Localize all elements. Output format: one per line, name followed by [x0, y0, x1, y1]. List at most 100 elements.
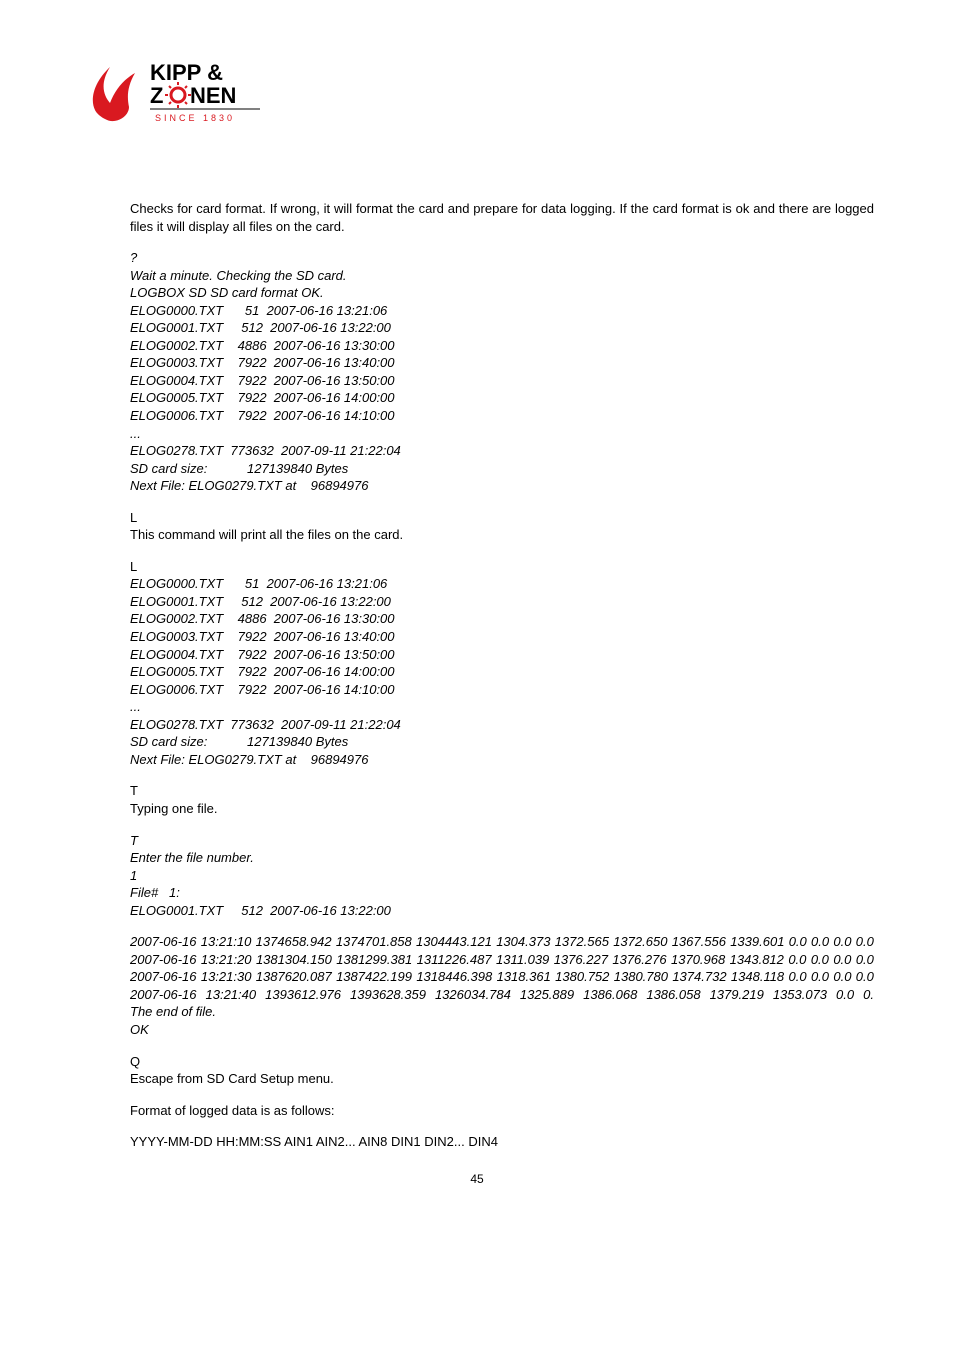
- command-q-desc: Escape from SD Card Setup menu.: [130, 1070, 874, 1088]
- data-token: 0.0: [833, 933, 851, 951]
- data-token: 1372.565: [555, 933, 609, 951]
- data-token: 0.0: [836, 986, 854, 1004]
- file-entry: ELOG0003.TXT 7922 2007-06-16 13:40:00: [130, 354, 874, 372]
- svg-text:SINCE 1830: SINCE 1830: [155, 113, 235, 123]
- data-token: 1367.556: [672, 933, 726, 951]
- svg-text:NEN: NEN: [190, 83, 236, 108]
- command-l-header: L: [130, 509, 874, 527]
- data-token: 1372.650: [613, 933, 667, 951]
- data-token: 2007-06-16: [130, 986, 197, 1004]
- file-entry: ELOG0001.TXT 512 2007-06-16 13:22:00: [130, 319, 874, 337]
- file-list-1: ELOG0000.TXT 51 2007-06-16 13:21:06ELOG0…: [130, 302, 874, 460]
- file-number-input: 1: [130, 867, 874, 885]
- command-l-desc: This command will print all the files on…: [130, 526, 874, 544]
- t-prompt: T: [130, 832, 874, 850]
- data-token: 1393628.359: [350, 986, 426, 1004]
- page: KIPP & Z NEN SINCE 1830: [0, 0, 954, 1351]
- data-token: 1374.732: [672, 968, 726, 986]
- svg-text:Z: Z: [150, 83, 163, 108]
- data-token: 1376.276: [612, 951, 666, 969]
- data-token: 0.0: [811, 933, 829, 951]
- data-token: 1311.039: [496, 951, 549, 969]
- next-file-1: Next File: ELOG0279.TXT at 96894976: [130, 477, 874, 495]
- data-token: 1381299.381: [336, 951, 412, 969]
- data-token: 1318446.398: [416, 968, 492, 986]
- content-area: Checks for card format. If wrong, it wil…: [60, 200, 894, 1151]
- file-entry: ELOG0005.TXT 7922 2007-06-16 14:00:00: [130, 663, 874, 681]
- data-token: 1387620.087: [256, 968, 332, 986]
- command-q-header: Q: [130, 1053, 874, 1071]
- data-token: 2007-06-16: [130, 951, 197, 969]
- file-entry: ELOG0006.TXT 7922 2007-06-16 14:10:00: [130, 681, 874, 699]
- data-token: 0.0: [789, 933, 807, 951]
- question-mark-command: ?: [130, 249, 874, 267]
- sd-size-2: SD card size: 127139840 Bytes: [130, 733, 874, 751]
- file-header: File# 1:: [130, 884, 874, 902]
- intro-paragraph: Checks for card format. If wrong, it wil…: [130, 200, 874, 235]
- file-entry: ELOG0000.TXT 51 2007-06-16 13:21:06: [130, 302, 874, 320]
- file-entry: ELOG0004.TXT 7922 2007-06-16 13:50:00: [130, 372, 874, 390]
- data-token: 0.0: [856, 968, 874, 986]
- file-entry: ELOG0278.TXT 773632 2007-09-11 21:22:04: [130, 716, 874, 734]
- command-l-letter: L: [130, 558, 874, 576]
- data-token: 1387422.199: [336, 968, 412, 986]
- data-token: 1370.968: [671, 951, 725, 969]
- command-t-header: T: [130, 782, 874, 800]
- data-token: 1339.601: [730, 933, 784, 951]
- ok-line: OK: [130, 1021, 874, 1039]
- data-token: 1304443.121: [416, 933, 492, 951]
- data-token: 13:21:30: [201, 968, 252, 986]
- data-token: 1380.752: [555, 968, 609, 986]
- data-token: 0.0: [811, 951, 829, 969]
- data-row: 2007-06-1613:21:201381304.1501381299.381…: [130, 951, 874, 969]
- enter-file-number: Enter the file number.: [130, 849, 874, 867]
- data-token: 1304.373: [496, 933, 550, 951]
- data-token: 0.0: [788, 951, 806, 969]
- wait-line: Wait a minute. Checking the SD card.: [130, 267, 874, 285]
- data-token: 0.0: [856, 933, 874, 951]
- data-token: 1386.058: [646, 986, 700, 1004]
- data-token: 1318.361: [497, 968, 551, 986]
- end-of-file: The end of file.: [130, 1003, 874, 1021]
- page-number: 45: [60, 1171, 894, 1187]
- data-token: 1376.227: [554, 951, 608, 969]
- data-token: 2007-06-16: [130, 968, 197, 986]
- data-token: 1348.118: [731, 968, 784, 986]
- file-entry: ...: [130, 425, 874, 443]
- data-token: 1386.068: [583, 986, 637, 1004]
- data-token: 0.: [863, 986, 874, 1004]
- data-token: 1353.073: [773, 986, 827, 1004]
- data-token: 1325.889: [520, 986, 574, 1004]
- file-entry: ELOG0000.TXT 51 2007-06-16 13:21:06: [130, 575, 874, 593]
- file-entry: ELOG0004.TXT 7922 2007-06-16 13:50:00: [130, 646, 874, 664]
- file-entry: ELOG0278.TXT 773632 2007-09-11 21:22:04: [130, 442, 874, 460]
- data-token: 1374701.858: [336, 933, 412, 951]
- file-entry: ELOG0002.TXT 4886 2007-06-16 13:30:00: [130, 610, 874, 628]
- data-row: 2007-06-16 13:21:40 1393612.976 1393628.359…: [130, 986, 874, 1004]
- format-intro: Format of logged data is as follows:: [130, 1102, 874, 1120]
- data-token: 1381304.150: [256, 951, 332, 969]
- data-token: 1393612.976: [265, 986, 341, 1004]
- file-entry: ELOG0002.TXT 4886 2007-06-16 13:30:00: [130, 337, 874, 355]
- format-line: YYYY-MM-DD HH:MM:SS AIN1 AIN2... AIN8 DI…: [130, 1133, 874, 1151]
- data-token: 13:21:20: [201, 951, 252, 969]
- data-token: 2007-06-16: [130, 933, 197, 951]
- svg-text:KIPP &: KIPP &: [150, 60, 223, 85]
- data-rows: 2007-06-1613:21:101374658.9421374701.858…: [130, 933, 874, 1003]
- data-token: 1374658.942: [256, 933, 332, 951]
- file-entry: ELOG0006.TXT 7922 2007-06-16 14:10:00: [130, 407, 874, 425]
- sd-size-1: SD card size: 127139840 Bytes: [130, 460, 874, 478]
- data-token: 13:21:40: [206, 986, 257, 1004]
- file-entry: ELOG0005.TXT 7922 2007-06-16 14:00:00: [130, 389, 874, 407]
- kipp-zonen-logo-icon: KIPP & Z NEN SINCE 1830: [85, 55, 265, 130]
- next-file-2: Next File: ELOG0279.TXT at 96894976: [130, 751, 874, 769]
- data-token: 0.0: [856, 951, 874, 969]
- format-ok-line: LOGBOX SD SD card format OK.: [130, 284, 874, 302]
- data-token: 0.0: [811, 968, 829, 986]
- data-token: 0.0: [833, 951, 851, 969]
- data-token: 1380.780: [614, 968, 668, 986]
- file-entry: ELOG0001.TXT 512 2007-06-16 13:22:00: [130, 593, 874, 611]
- data-row: 2007-06-1613:21:301387620.0871387422.199…: [130, 968, 874, 986]
- data-token: 0.0: [789, 968, 807, 986]
- data-token: 0.0: [833, 968, 851, 986]
